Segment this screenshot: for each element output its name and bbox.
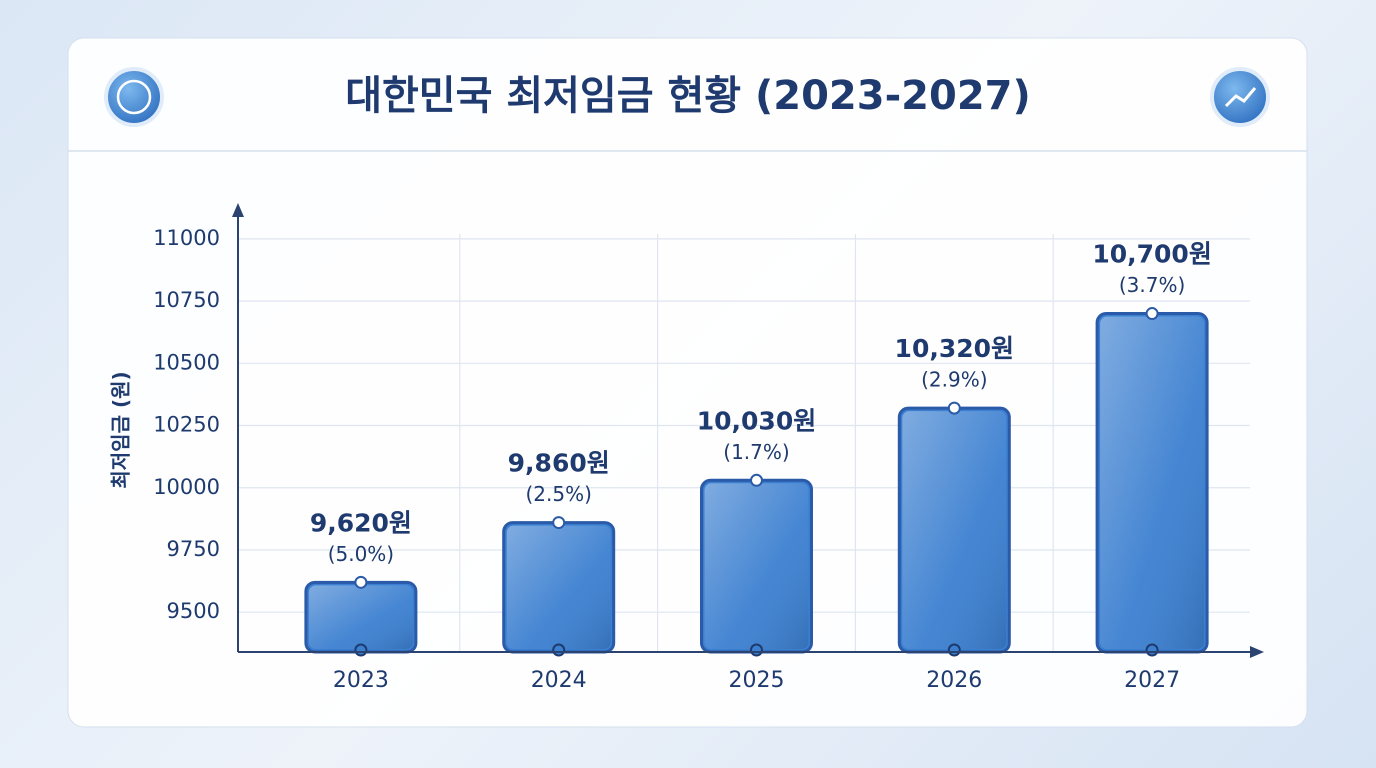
x-tick-label: 2024 (531, 668, 587, 693)
y-tick-label: 10500 (153, 350, 220, 374)
y-tick-label: 10750 (153, 288, 220, 312)
growth-label: (3.7%) (1119, 273, 1185, 297)
bar-top-dot (354, 575, 368, 589)
plot-area: 9500 9750 10000 10250 10500 10750 11000 2023 9,6… (153, 226, 1250, 693)
bar-foot-dot (1145, 643, 1159, 657)
bar-foot-dot (552, 643, 566, 657)
bar-top-dot (552, 516, 566, 530)
y-tick-label: 10250 (153, 413, 220, 437)
y-tick-label: 9750 (167, 537, 220, 561)
bar-foot-dot (750, 643, 763, 657)
x-tick-label: 2027 (1124, 668, 1180, 693)
x-axis-arrow (1250, 646, 1264, 658)
won-icon-ring (116, 79, 152, 115)
bar-shine (902, 411, 1007, 649)
growth-label: (5.0%) (328, 542, 394, 566)
bar-top-dot (947, 401, 961, 415)
x-tick-label: 2026 (926, 668, 982, 693)
x-tick-label: 2025 (729, 668, 785, 693)
x-tick-label: 2023 (333, 668, 389, 693)
bar-foot-dot (354, 643, 368, 657)
bar-shine (704, 483, 809, 649)
chart-title: 대한민국 최저임금 현황 (2023-2027) (345, 73, 1031, 119)
bar-top-dot (1145, 307, 1159, 321)
y-axis-label: 최저임금 (원) (109, 371, 133, 488)
growth-label: (2.9%) (921, 368, 987, 392)
won-icon (104, 67, 164, 127)
growth-label: (1.7%) (723, 440, 789, 464)
chart-icon-line (1224, 87, 1257, 108)
bar-shine (308, 585, 413, 649)
bar-shine (1100, 316, 1205, 649)
bar-top-dot (750, 473, 763, 487)
value-label: 10,700원 (1092, 240, 1211, 269)
value-label: 10,030원 (697, 406, 816, 435)
value-label: 9,620원 (310, 508, 412, 537)
y-tick-label: 10000 (153, 475, 220, 499)
value-label: 9,860원 (508, 449, 610, 478)
bar-shine (506, 525, 611, 649)
bar-foot-dot (947, 643, 961, 657)
y-tick-label: 11000 (153, 226, 220, 250)
y-axis-arrow (232, 203, 244, 217)
growth-label: (2.5%) (525, 482, 591, 506)
y-tick-label: 9500 (167, 599, 220, 623)
value-label: 10,320원 (895, 334, 1014, 363)
